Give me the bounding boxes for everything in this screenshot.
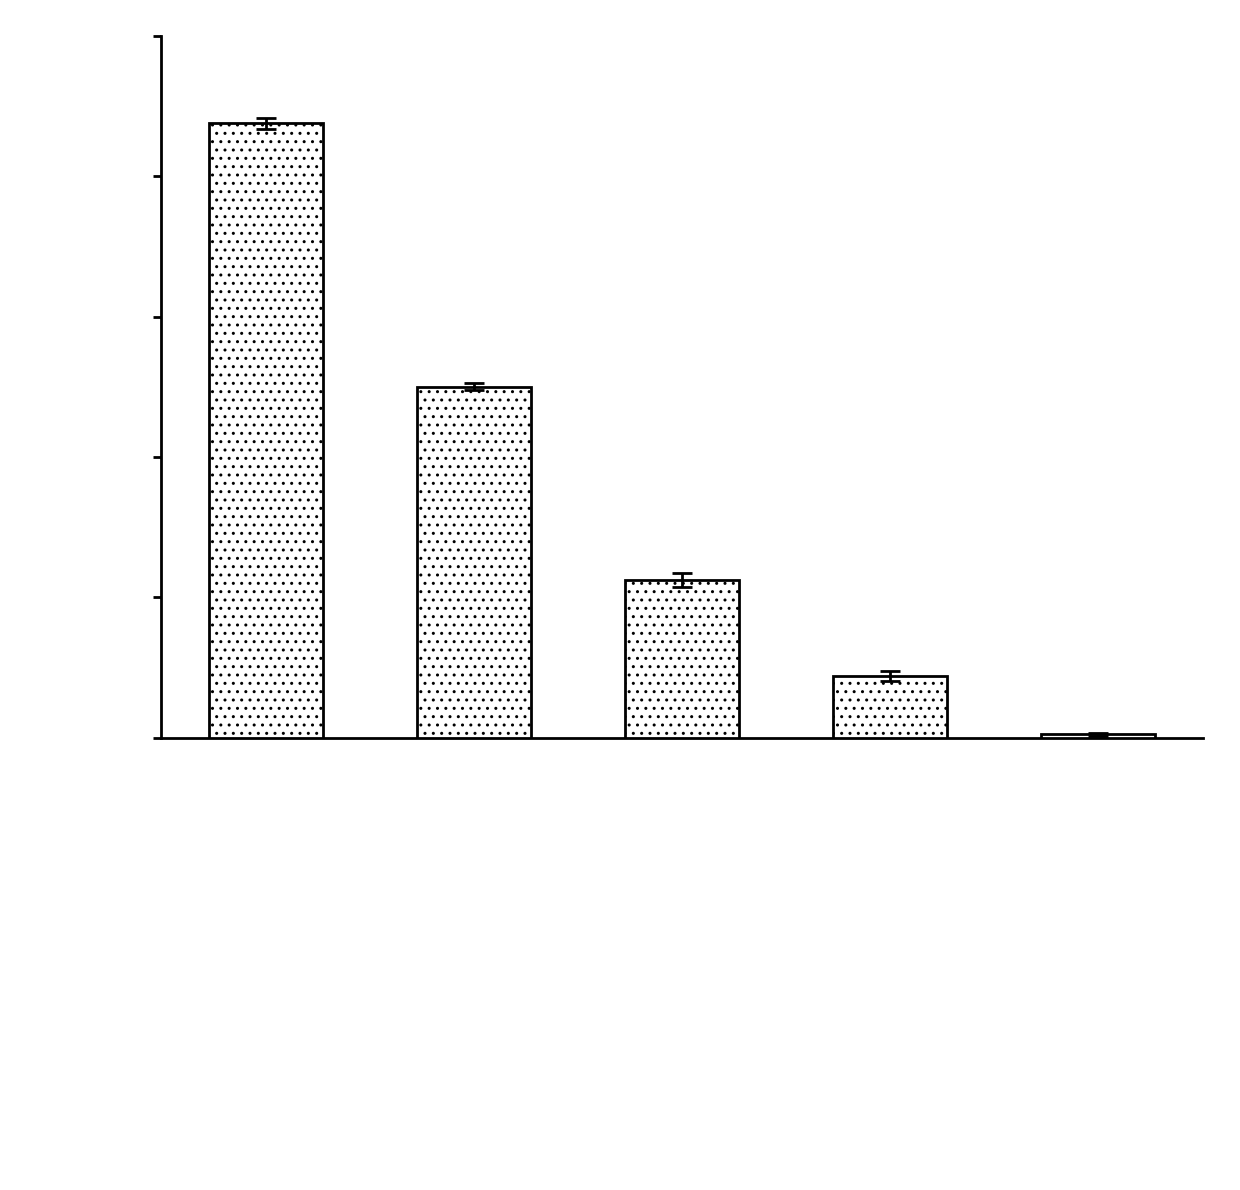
- Bar: [1042, 734, 1156, 738]
- Bar: [208, 124, 322, 738]
- Bar: [417, 387, 531, 738]
- Bar: [625, 580, 739, 738]
- Bar: [833, 676, 947, 738]
